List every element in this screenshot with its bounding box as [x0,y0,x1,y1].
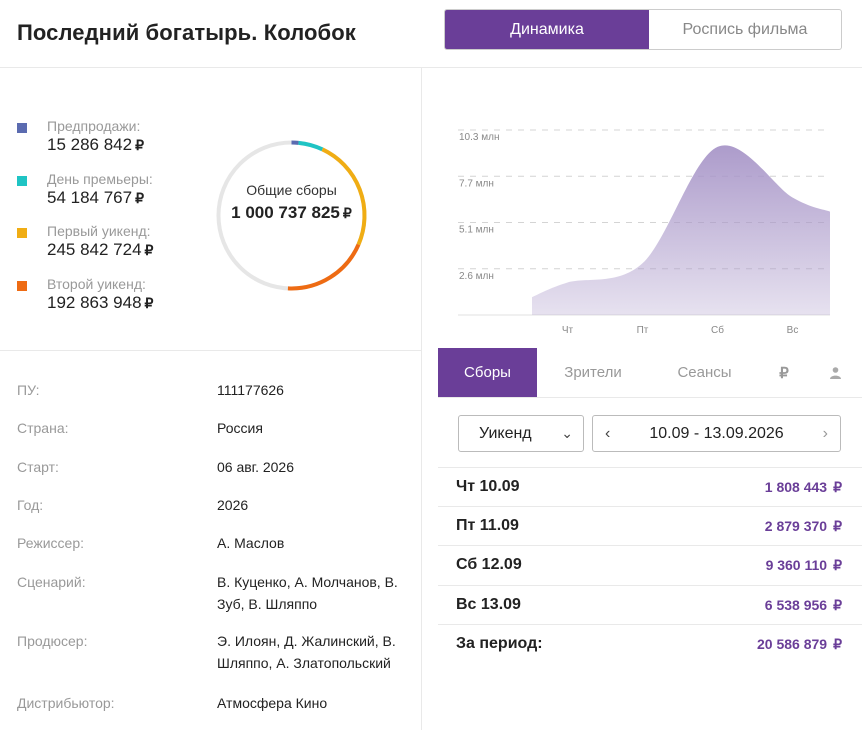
table-row: Вс 13.09 6 538 956 ₽ [438,585,862,624]
y-tick-label: 10.3 млн [459,132,499,143]
row-day: Пт 11.09 [456,517,519,534]
donut-segment [298,140,324,152]
period-select-value: Уикенд [479,425,532,442]
ruble-icon: ₽ [833,518,842,534]
info-value: В. Куценко, А. Молчанов, В. Зуб, В. Шляп… [217,574,398,612]
legend-swatch [17,280,27,291]
breakdown-item: Предпродажи: 15 286 842 ₽ [17,118,153,171]
ruble-icon: ₽ [135,189,145,206]
legend-swatch [17,228,27,238]
y-tick-label: 7.7 млн [459,178,494,189]
info-value: А. Маслов [217,535,285,551]
info-value: Атмосфера Кино [217,695,328,711]
x-tick-label: Чт [562,325,574,336]
tab-sessions[interactable]: Сеансы [677,364,732,381]
total-label: Общие сборы [246,182,337,198]
tab-box-office[interactable]: Сборы [438,348,537,397]
tab-dynamics[interactable]: Динамика [445,10,649,49]
ruble-icon[interactable]: ₽ [779,364,789,382]
row-value: 1 808 443 ₽ [764,479,842,495]
breakdown-item: Второй уикенд: 192 863 948 ₽ [17,276,153,329]
info-key: Дистрибьютор: [17,695,115,711]
ruble-icon: ₽ [833,557,842,573]
info-value: 2026 [217,497,249,513]
breakdown-label: Первый уикенд: [47,223,151,239]
table-row: Пт 11.09 2 879 370 ₽ [438,506,862,545]
tab-viewers[interactable]: Зрители [564,364,622,381]
date-range-picker: ‹ 10.09 - 13.09.2026 › [592,415,841,452]
x-tick-label: Сб [711,324,724,336]
row-value: 6 538 956 ₽ [764,597,842,613]
info-key: Страна: [17,420,69,436]
page-title: Последний богатырь. Колобок [17,20,356,45]
breakdown-label: День премьеры: [47,170,153,187]
info-key: ПУ: [17,382,40,398]
row-value: 2 879 370 ₽ [764,518,842,534]
tab-film-schedule[interactable]: Роспись фильма [682,20,808,38]
chevron-left-icon[interactable]: ‹ [605,425,611,442]
chevron-right-icon[interactable]: › [822,425,828,442]
info-key: Год: [17,497,44,513]
row-day: Чт 10.09 [456,478,520,495]
person-icon[interactable] [808,348,862,397]
date-range-value: 10.09 - 13.09.2026 [649,425,784,442]
view-toggle: Динамика Роспись фильма [444,9,842,50]
breakdown-value: 192 863 948 ₽ [47,292,154,312]
chevron-down-icon: ⌄ [561,425,573,441]
total-row-value: 20 586 879 ₽ [757,636,842,652]
person-glyph [829,366,841,379]
breakdown-item: День премьеры: 54 184 767 ₽ [17,171,153,224]
info-key: Продюсер: [17,633,88,649]
y-tick-label: 2.6 млн [459,271,494,282]
info-key: Режиссер: [17,535,84,551]
row-day: Сб 12.09 [456,556,522,573]
ruble-icon: ₽ [342,205,352,221]
table-row: Чт 10.09 1 808 443 ₽ [438,467,862,506]
legend-swatch [17,175,27,186]
legend-swatch [17,123,27,133]
box-office-breakdown: Предпродажи: 15 286 842 ₽ День премьеры: … [17,118,153,328]
breakdown-value: 54 184 767 ₽ [47,187,145,207]
ruble-icon: ₽ [144,294,154,311]
donut-segment [287,243,361,291]
x-tick-label: Пт [637,325,649,336]
breakdown-label: Предпродажи: [47,118,141,134]
info-key: Старт: [17,459,59,475]
y-tick-label: 5.1 млн [459,225,494,236]
section-divider [0,350,421,351]
info-value: Э. Илоян, Д. Жалинский, В. Шляппо, А. Зл… [217,633,396,671]
info-value: Россия [217,420,263,436]
row-value: 9 360 110 ₽ [765,557,842,573]
period-select[interactable]: Уикенд ⌄ [458,415,584,452]
info-value: 06 авг. 2026 [217,459,295,475]
donut-segment [321,147,367,246]
ruble-icon: ₽ [833,597,842,613]
breakdown-label: Второй уикенд: [47,275,146,292]
total-row-label: За период: [456,635,543,652]
total-donut [216,140,367,291]
row-day: Вс 13.09 [456,596,521,613]
info-key: Сценарий: [17,574,86,590]
column-divider [421,67,422,730]
x-tick-label: Вс [787,325,799,336]
table-total-row: За период: 20 586 879 ₽ [438,624,862,663]
total-box-office: Общие сборы 1 000 737 825 ₽ [214,182,369,223]
ruble-icon: ₽ [135,137,145,153]
info-value: 111177626 [217,382,284,398]
ruble-icon: ₽ [144,242,154,258]
ruble-icon: ₽ [833,636,842,652]
area-series [532,145,830,315]
metric-tabs: Сборы Зрители Сеансы ₽ [438,348,862,398]
breakdown-item: Первый уикенд: 245 842 724 ₽ [17,223,153,276]
total-value: 1 000 737 825 ₽ [231,203,352,222]
breakdown-value: 245 842 724 ₽ [47,240,154,259]
daily-box-office-chart: 2.6 млн 5.1 млн 7.7 млн 10.3 млн Чт Пт Сб Вс [458,129,830,336]
breakdown-value: 15 286 842 ₽ [47,135,145,154]
table-row: Сб 12.09 9 360 110 ₽ [438,545,862,584]
ruble-icon: ₽ [833,479,842,495]
header-divider [0,67,862,68]
